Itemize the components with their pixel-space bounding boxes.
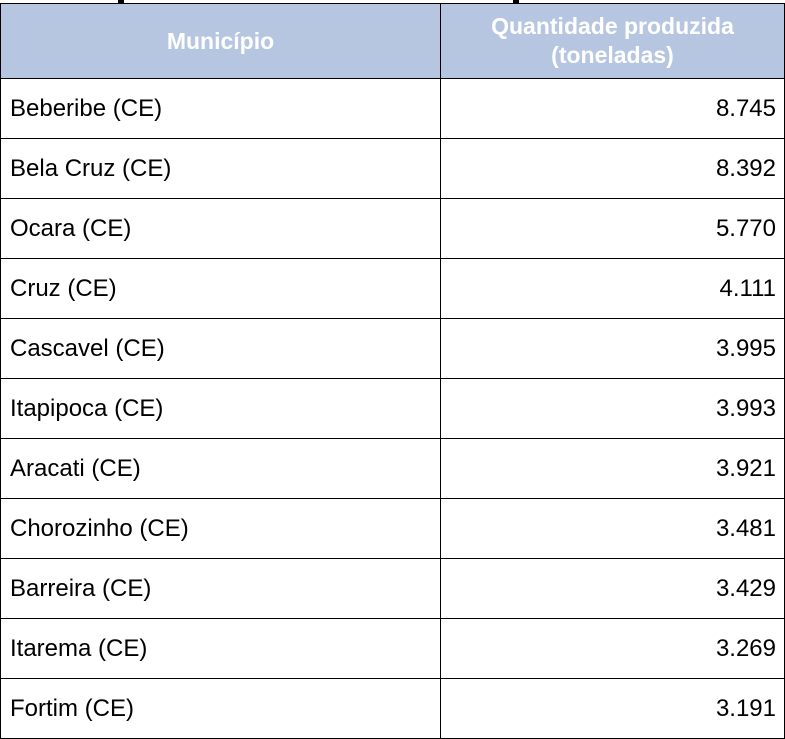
quantidade-cell: 3.429 (440, 558, 785, 619)
municipio-cell: Cascavel (CE) (0, 318, 441, 379)
table-row: Bela Cruz (CE) 8.392 (0, 138, 785, 199)
table-row: Fortim (CE) 3.191 (0, 678, 785, 739)
quantidade-cell: 3.269 (440, 618, 785, 679)
header-quantidade: Quantidade produzida (toneladas) (440, 3, 785, 79)
municipio-cell: Ocara (CE) (0, 198, 441, 259)
header-quantidade-line1: Quantidade produzida (491, 13, 734, 39)
production-table: Município Quantidade produzida (tonelada… (0, 3, 785, 739)
quantidade-cell: 5.770 (440, 198, 785, 259)
municipio-cell: Beberibe (CE) (0, 78, 441, 139)
quantidade-cell: 8.392 (440, 138, 785, 199)
municipio-cell: Chorozinho (CE) (0, 498, 441, 559)
table-row: Itapipoca (CE) 3.993 (0, 378, 785, 439)
cropped-caption-fragment (0, 0, 785, 4)
table-row: Aracati (CE) 3.921 (0, 438, 785, 499)
municipio-cell: Barreira (CE) (0, 558, 441, 619)
caption-glyph-fragment (513, 0, 519, 3)
quantidade-cell: 3.921 (440, 438, 785, 499)
quantidade-cell: 4.111 (440, 258, 785, 319)
caption-glyph-fragment (118, 0, 124, 3)
municipio-cell: Fortim (CE) (0, 678, 441, 739)
quantidade-cell: 3.191 (440, 678, 785, 739)
municipio-cell: Itapipoca (CE) (0, 378, 441, 439)
municipio-cell: Itarema (CE) (0, 618, 441, 679)
quantidade-cell: 3.481 (440, 498, 785, 559)
table-row: Cascavel (CE) 3.995 (0, 318, 785, 379)
quantidade-cell: 3.995 (440, 318, 785, 379)
header-row: Município Quantidade produzida (tonelada… (0, 3, 785, 79)
table-row: Chorozinho (CE) 3.481 (0, 498, 785, 559)
table-row: Barreira (CE) 3.429 (0, 558, 785, 619)
municipio-cell: Cruz (CE) (0, 258, 441, 319)
header-municipio: Município (0, 3, 441, 79)
table-body: Beberibe (CE) 8.745 Bela Cruz (CE) 8.392… (0, 78, 785, 739)
table-row: Ocara (CE) 5.770 (0, 198, 785, 259)
header-quantidade-line2: (toneladas) (551, 42, 674, 68)
table-row: Itarema (CE) 3.269 (0, 618, 785, 679)
table-header: Município Quantidade produzida (tonelada… (0, 3, 785, 79)
quantidade-cell: 8.745 (440, 78, 785, 139)
quantidade-cell: 3.993 (440, 378, 785, 439)
municipio-cell: Aracati (CE) (0, 438, 441, 499)
table-row: Beberibe (CE) 8.745 (0, 78, 785, 139)
table-row: Cruz (CE) 4.111 (0, 258, 785, 319)
header-municipio-label: Município (166, 27, 275, 54)
municipio-cell: Bela Cruz (CE) (0, 138, 441, 199)
